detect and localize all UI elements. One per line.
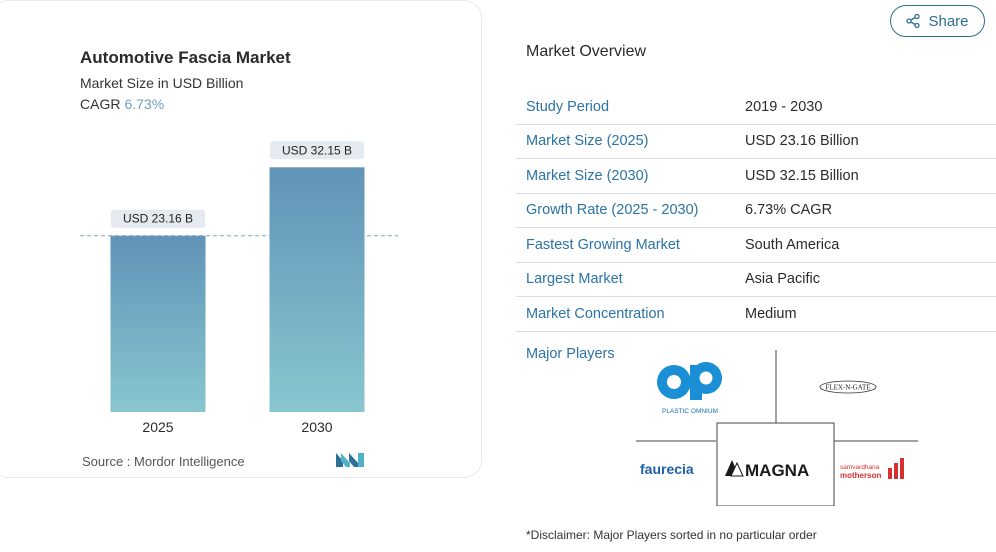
data-label: USD 23.16 B bbox=[123, 212, 193, 226]
disclaimer: *Disclaimer: Major Players sorted in no … bbox=[526, 528, 817, 542]
magna-text: MAGNA bbox=[745, 461, 809, 480]
motherson-logo: samvardhana motherson bbox=[840, 458, 904, 480]
flexngate-logo: FLEX-N-GATE bbox=[819, 380, 877, 394]
overview-value: 6.73% CAGR bbox=[745, 202, 833, 219]
overview-table: Study Period 2019 - 2030 Market Size (20… bbox=[516, 90, 996, 332]
overview-row-concentration: Market Concentration Medium bbox=[516, 297, 996, 332]
overview-value: USD 23.16 Billion bbox=[745, 133, 859, 150]
data-label: USD 32.15 B bbox=[282, 143, 352, 157]
faurecia-logo: faurecia bbox=[640, 461, 694, 477]
cagr-label: CAGR bbox=[80, 96, 121, 112]
bar-2025 bbox=[110, 235, 206, 412]
flexngate-text: FLEX-N-GATE bbox=[825, 384, 870, 392]
data-label-bg bbox=[111, 209, 205, 228]
overview-key[interactable]: Largest Market bbox=[526, 271, 623, 288]
cagr-line: CAGR 6.73% bbox=[80, 96, 164, 112]
overview-value: 2019 - 2030 bbox=[745, 98, 823, 115]
overview-value: Asia Pacific bbox=[745, 271, 820, 288]
overview-title: Market Overview bbox=[526, 43, 647, 60]
overview-row-study-period: Study Period 2019 - 2030 bbox=[516, 90, 996, 125]
magna-logo: MAGNA bbox=[725, 460, 809, 480]
share-icon bbox=[906, 14, 921, 28]
overview-row-market-size-2025: Market Size (2025) USD 23.16 Billion bbox=[516, 125, 996, 159]
overview-row-fastest-growing: Fastest Growing Market South America bbox=[516, 228, 996, 263]
chart-subtitle: Market Size in USD Billion bbox=[80, 75, 244, 91]
overview-value: USD 32.15 Billion bbox=[745, 167, 859, 184]
bar-chart: USD 23.16 B 2025 USD 32.15 B 2030 bbox=[80, 141, 398, 435]
plastic-omnium-logo: PLASTIC OMNIUM bbox=[657, 362, 722, 415]
data-label-bg bbox=[270, 141, 364, 160]
x-tick-label: 2030 bbox=[301, 419, 332, 435]
overview-key[interactable]: Market Size (2025) bbox=[526, 133, 649, 150]
overview-row-market-size-2030: Market Size (2030) USD 32.15 Billion bbox=[516, 159, 996, 194]
major-players-label[interactable]: Major Players bbox=[526, 346, 615, 362]
chart-title: Automotive Fascia Market bbox=[80, 48, 291, 67]
motherson-text-1: samvardhana bbox=[840, 464, 880, 471]
cagr-value: 6.73% bbox=[124, 96, 165, 112]
x-tick-label: 2025 bbox=[142, 419, 173, 435]
share-button[interactable]: Share bbox=[890, 5, 985, 37]
overview-key[interactable]: Market Concentration bbox=[526, 305, 665, 322]
faurecia-text: faurecia bbox=[640, 461, 694, 477]
overview-key[interactable]: Study Period bbox=[526, 98, 610, 115]
overview-value: South America bbox=[745, 236, 840, 253]
chart-source: Source : Mordor Intelligence bbox=[82, 454, 245, 469]
overview-key[interactable]: Fastest Growing Market bbox=[526, 236, 680, 253]
major-players-grid: PLASTIC OMNIUM FLEX-N-GATE faurecia MAGN… bbox=[636, 350, 918, 506]
overview-key[interactable]: Growth Rate (2025 - 2030) bbox=[526, 202, 699, 219]
chart-card bbox=[0, 0, 482, 478]
plastic-omnium-text: PLASTIC OMNIUM bbox=[662, 408, 718, 415]
overview-row-growth-rate: Growth Rate (2025 - 2030) 6.73% CAGR bbox=[516, 194, 996, 228]
motherson-text-2: motherson bbox=[840, 471, 881, 480]
bar-2030 bbox=[269, 167, 365, 412]
overview-row-largest-market: Largest Market Asia Pacific bbox=[516, 263, 996, 297]
overview-key[interactable]: Market Size (2030) bbox=[526, 167, 649, 184]
overview-value: Medium bbox=[745, 305, 797, 322]
share-label: Share bbox=[928, 12, 969, 30]
mordor-intelligence-logo bbox=[336, 453, 364, 467]
